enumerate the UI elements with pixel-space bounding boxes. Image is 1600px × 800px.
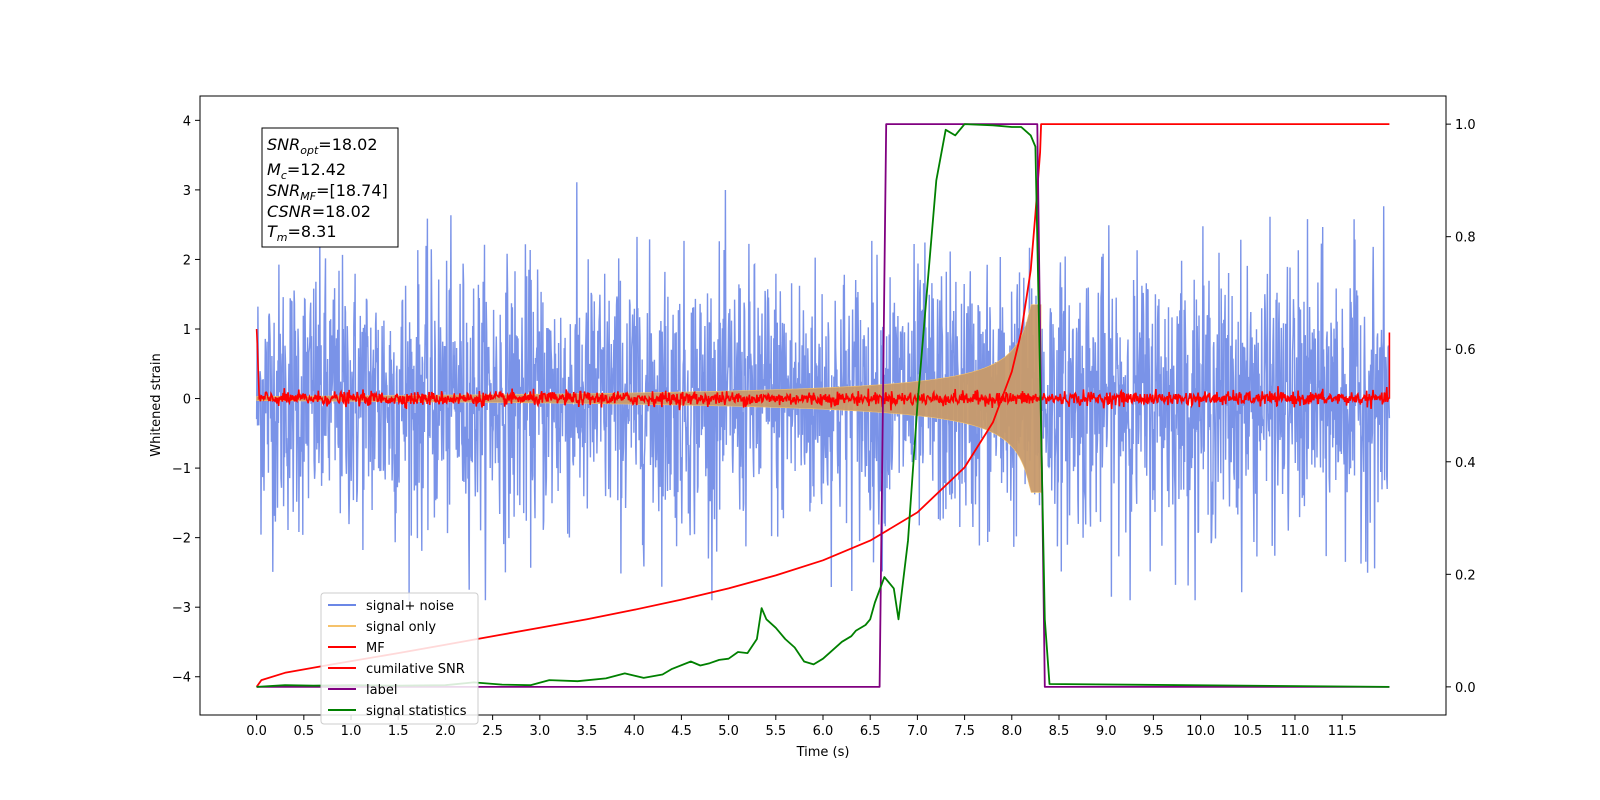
x-tick-label: 8.5 — [1049, 724, 1070, 739]
annotation-mc: Mc=12.42 — [267, 160, 346, 182]
y2-tick-label: 0.8 — [1455, 231, 1476, 246]
y-tick-label: −1 — [172, 462, 191, 477]
legend-entry: cumilative SNR — [366, 662, 465, 677]
x-tick-label: 7.5 — [954, 724, 975, 739]
y-tick-label: −2 — [172, 532, 191, 547]
annotation-snr-mf: SNRMF=[18.74] — [267, 181, 388, 203]
legend-entry: label — [366, 683, 397, 698]
y-tick-label: −3 — [172, 601, 191, 616]
x-axis-label: Time (s) — [796, 745, 850, 760]
x-tick-label: 1.0 — [341, 724, 362, 739]
series-mf — [255, 328, 1391, 411]
y-tick-label: 4 — [183, 114, 191, 129]
annotation-tm: Tm=8.31 — [267, 222, 337, 244]
y-tick-label: 1 — [183, 323, 191, 338]
series-signal-statistics — [256, 123, 1390, 688]
y-tick-label: 0 — [183, 393, 191, 408]
annotation-csnr: CSNR=18.02 — [267, 202, 371, 221]
x-tick-label: 11.0 — [1280, 724, 1309, 739]
y-tick-label: −4 — [172, 671, 191, 686]
y2-tick-label: 1.0 — [1455, 118, 1476, 133]
x-tick-label: 4.0 — [624, 724, 645, 739]
x-tick-label: 10.0 — [1186, 724, 1215, 739]
x-tick-label: 11.5 — [1328, 724, 1357, 739]
y-tick-label: 3 — [183, 184, 191, 199]
x-tick-label: 8.0 — [1001, 724, 1022, 739]
x-tick-label: 5.0 — [718, 724, 739, 739]
y-axis-label: Whitened strain — [149, 353, 164, 456]
x-tick-label: 7.0 — [907, 724, 928, 739]
y2-tick-label: 0.4 — [1455, 456, 1476, 471]
x-tick-label: 5.5 — [765, 724, 786, 739]
x-tick-label: 6.0 — [813, 724, 834, 739]
x-tick-label: 3.5 — [577, 724, 598, 739]
x-tick-label: 9.0 — [1096, 724, 1117, 739]
annotation-snr-opt: SNRopt=18.02 — [267, 135, 378, 157]
y2-tick-label: 0.0 — [1455, 681, 1476, 696]
x-tick-label: 0.0 — [246, 724, 267, 739]
y2-tick-label: 0.2 — [1455, 568, 1476, 583]
x-tick-label: 9.5 — [1143, 724, 1164, 739]
y2-tick-label: 0.6 — [1455, 343, 1476, 358]
x-tick-label: 1.5 — [388, 724, 409, 739]
x-tick-label: 10.5 — [1233, 724, 1262, 739]
x-tick-label: 2.5 — [482, 724, 503, 739]
legend-entry: signal+ noise — [366, 599, 454, 614]
legend-entry: MF — [366, 641, 385, 656]
legend-entry: signal only — [366, 620, 436, 635]
series-label — [256, 123, 1390, 688]
x-tick-label: 0.5 — [293, 724, 314, 739]
legend: signal+ noise signal only MF cumilative SNR… — [320, 592, 479, 725]
x-tick-label: 2.0 — [435, 724, 456, 739]
annotation-box: SNRopt=18.02 Mc=12.42 SNRMF=[18.74] CSNR… — [261, 127, 399, 248]
legend-entry: signal statistics — [366, 704, 467, 719]
x-tick-label: 6.5 — [860, 724, 881, 739]
x-tick-label: 3.0 — [529, 724, 550, 739]
y-tick-label: 2 — [183, 253, 191, 268]
x-tick-label: 4.5 — [671, 724, 692, 739]
